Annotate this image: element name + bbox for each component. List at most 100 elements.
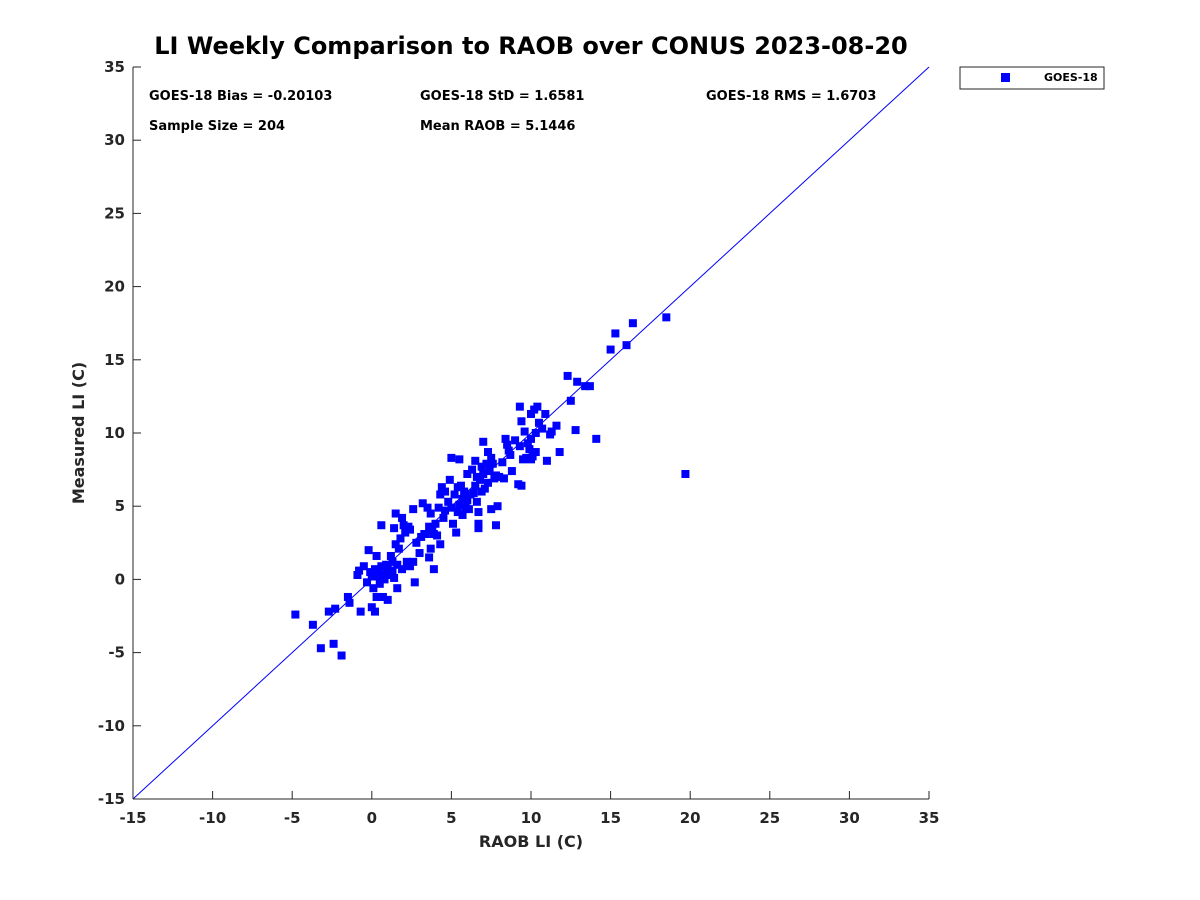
data-point	[491, 521, 500, 530]
data-point	[573, 377, 582, 386]
data-point	[390, 524, 399, 533]
data-point	[434, 503, 443, 512]
data-point	[474, 519, 483, 528]
data-point	[370, 607, 379, 616]
data-point	[474, 508, 483, 517]
data-point	[517, 417, 526, 426]
data-point	[410, 578, 419, 587]
reference-line	[132, 66, 930, 800]
data-point	[370, 565, 379, 574]
data-point	[437, 483, 446, 492]
data-point	[566, 396, 575, 405]
data-point	[412, 538, 421, 547]
data-point	[367, 603, 376, 612]
legend: GOES-18	[959, 66, 1105, 90]
data-point	[581, 382, 590, 391]
data-point	[377, 521, 386, 530]
stat-mean-raob: Mean RAOB = 5.1446	[420, 119, 575, 134]
data-point	[527, 434, 535, 443]
data-point	[455, 500, 464, 509]
data-point	[355, 566, 364, 575]
data-point	[374, 572, 383, 581]
data-point	[606, 345, 615, 354]
data-point	[445, 475, 454, 484]
data-point	[316, 644, 325, 653]
legend-marker-goes-18	[1001, 73, 1010, 82]
data-point	[681, 469, 690, 478]
plot-area	[132, 66, 930, 800]
data-point	[441, 506, 450, 515]
data-point	[398, 513, 407, 522]
data-point	[547, 427, 556, 436]
data-point	[345, 598, 354, 607]
data-point	[511, 436, 520, 445]
data-point	[515, 402, 524, 411]
data-point	[460, 487, 469, 496]
data-point	[662, 313, 671, 322]
data-point	[476, 475, 485, 484]
data-point	[534, 418, 543, 427]
data-point	[418, 499, 427, 508]
data-point	[409, 557, 418, 566]
data-point	[455, 455, 464, 464]
data-point	[485, 467, 494, 476]
data-point	[585, 382, 594, 391]
data-point	[448, 519, 457, 528]
data-point	[385, 571, 394, 580]
data-point	[523, 439, 532, 448]
data-point	[383, 563, 392, 572]
data-point	[343, 592, 352, 601]
data-point	[447, 453, 456, 462]
data-point	[479, 437, 488, 446]
y-tick-label: -15	[98, 790, 125, 808]
data-point	[380, 575, 389, 584]
y-tick-label: 20	[104, 278, 125, 296]
data-point	[531, 448, 540, 457]
y-tick-label: 5	[115, 497, 125, 515]
data-point	[525, 445, 534, 454]
data-point	[528, 452, 537, 461]
data-point	[375, 568, 384, 577]
data-point	[372, 592, 381, 601]
x-tick-label: 20	[680, 809, 701, 827]
y-tick-label: 30	[104, 131, 125, 149]
data-point	[555, 448, 564, 457]
data-point	[515, 442, 524, 451]
data-points	[291, 313, 690, 660]
legend-label-goes-18: GOES-18	[1044, 71, 1098, 84]
data-point	[337, 651, 346, 660]
data-point	[527, 409, 535, 418]
data-point	[388, 566, 397, 575]
x-tick-label: 0	[367, 809, 377, 827]
x-tick-label: 30	[839, 809, 860, 827]
y-axis-ticks: -15 -10 -5 0 5 10 15 20 25 30 35	[98, 58, 141, 808]
data-point	[433, 531, 442, 540]
data-point	[563, 371, 572, 380]
stat-bias: GOES-18 Bias = -0.20103	[149, 89, 332, 104]
legend-box	[959, 66, 1105, 90]
data-point	[488, 459, 497, 468]
data-point	[538, 424, 547, 433]
data-point	[378, 592, 387, 601]
data-point	[463, 469, 472, 478]
data-point	[429, 565, 438, 574]
data-point	[388, 557, 397, 566]
data-point	[431, 519, 440, 528]
data-point	[469, 489, 478, 498]
data-point	[471, 456, 480, 465]
data-point	[363, 578, 372, 587]
data-point	[498, 458, 507, 467]
data-point	[353, 571, 362, 580]
data-point	[406, 525, 415, 534]
data-point	[552, 421, 561, 430]
data-point	[517, 481, 526, 490]
data-point	[393, 584, 402, 593]
stat-sample-size: Sample Size = 204	[149, 119, 285, 134]
data-point	[359, 562, 368, 571]
data-point	[364, 546, 373, 555]
data-point	[441, 487, 450, 496]
data-point	[425, 553, 434, 562]
data-point	[450, 490, 459, 499]
stat-rms: GOES-18 RMS = 1.6703	[706, 89, 876, 104]
